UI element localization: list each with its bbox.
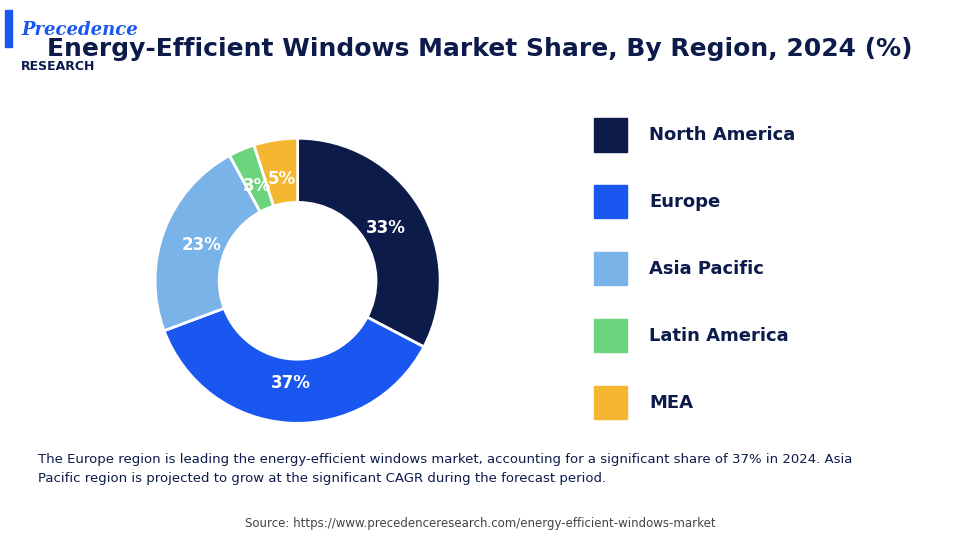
Wedge shape: [164, 308, 424, 423]
Text: Source: https://www.precedenceresearch.com/energy-efficient-windows-market: Source: https://www.precedenceresearch.c…: [245, 517, 715, 530]
Text: Asia Pacific: Asia Pacific: [649, 260, 764, 278]
Bar: [594, 118, 627, 152]
Text: North America: North America: [649, 126, 795, 144]
Text: 5%: 5%: [268, 171, 296, 188]
Text: Energy-Efficient Windows Market Share, By Region, 2024 (%): Energy-Efficient Windows Market Share, B…: [47, 37, 913, 60]
Text: 23%: 23%: [181, 236, 222, 254]
Bar: [5, 10, 12, 46]
Text: Latin America: Latin America: [649, 327, 788, 345]
Text: RESEARCH: RESEARCH: [21, 60, 95, 73]
Bar: [594, 319, 627, 353]
Text: MEA: MEA: [649, 394, 693, 411]
Text: Precedence: Precedence: [21, 22, 138, 39]
Wedge shape: [156, 156, 260, 330]
Bar: [594, 252, 627, 286]
Text: Europe: Europe: [649, 193, 720, 211]
Wedge shape: [254, 138, 298, 206]
Bar: [594, 386, 627, 420]
Wedge shape: [229, 145, 274, 212]
Text: 37%: 37%: [272, 374, 311, 392]
Text: The Europe region is leading the energy-efficient windows market, accounting for: The Europe region is leading the energy-…: [37, 453, 852, 485]
Text: 3%: 3%: [243, 178, 272, 195]
Bar: [594, 185, 627, 219]
Text: 33%: 33%: [366, 219, 405, 237]
Wedge shape: [298, 138, 440, 347]
